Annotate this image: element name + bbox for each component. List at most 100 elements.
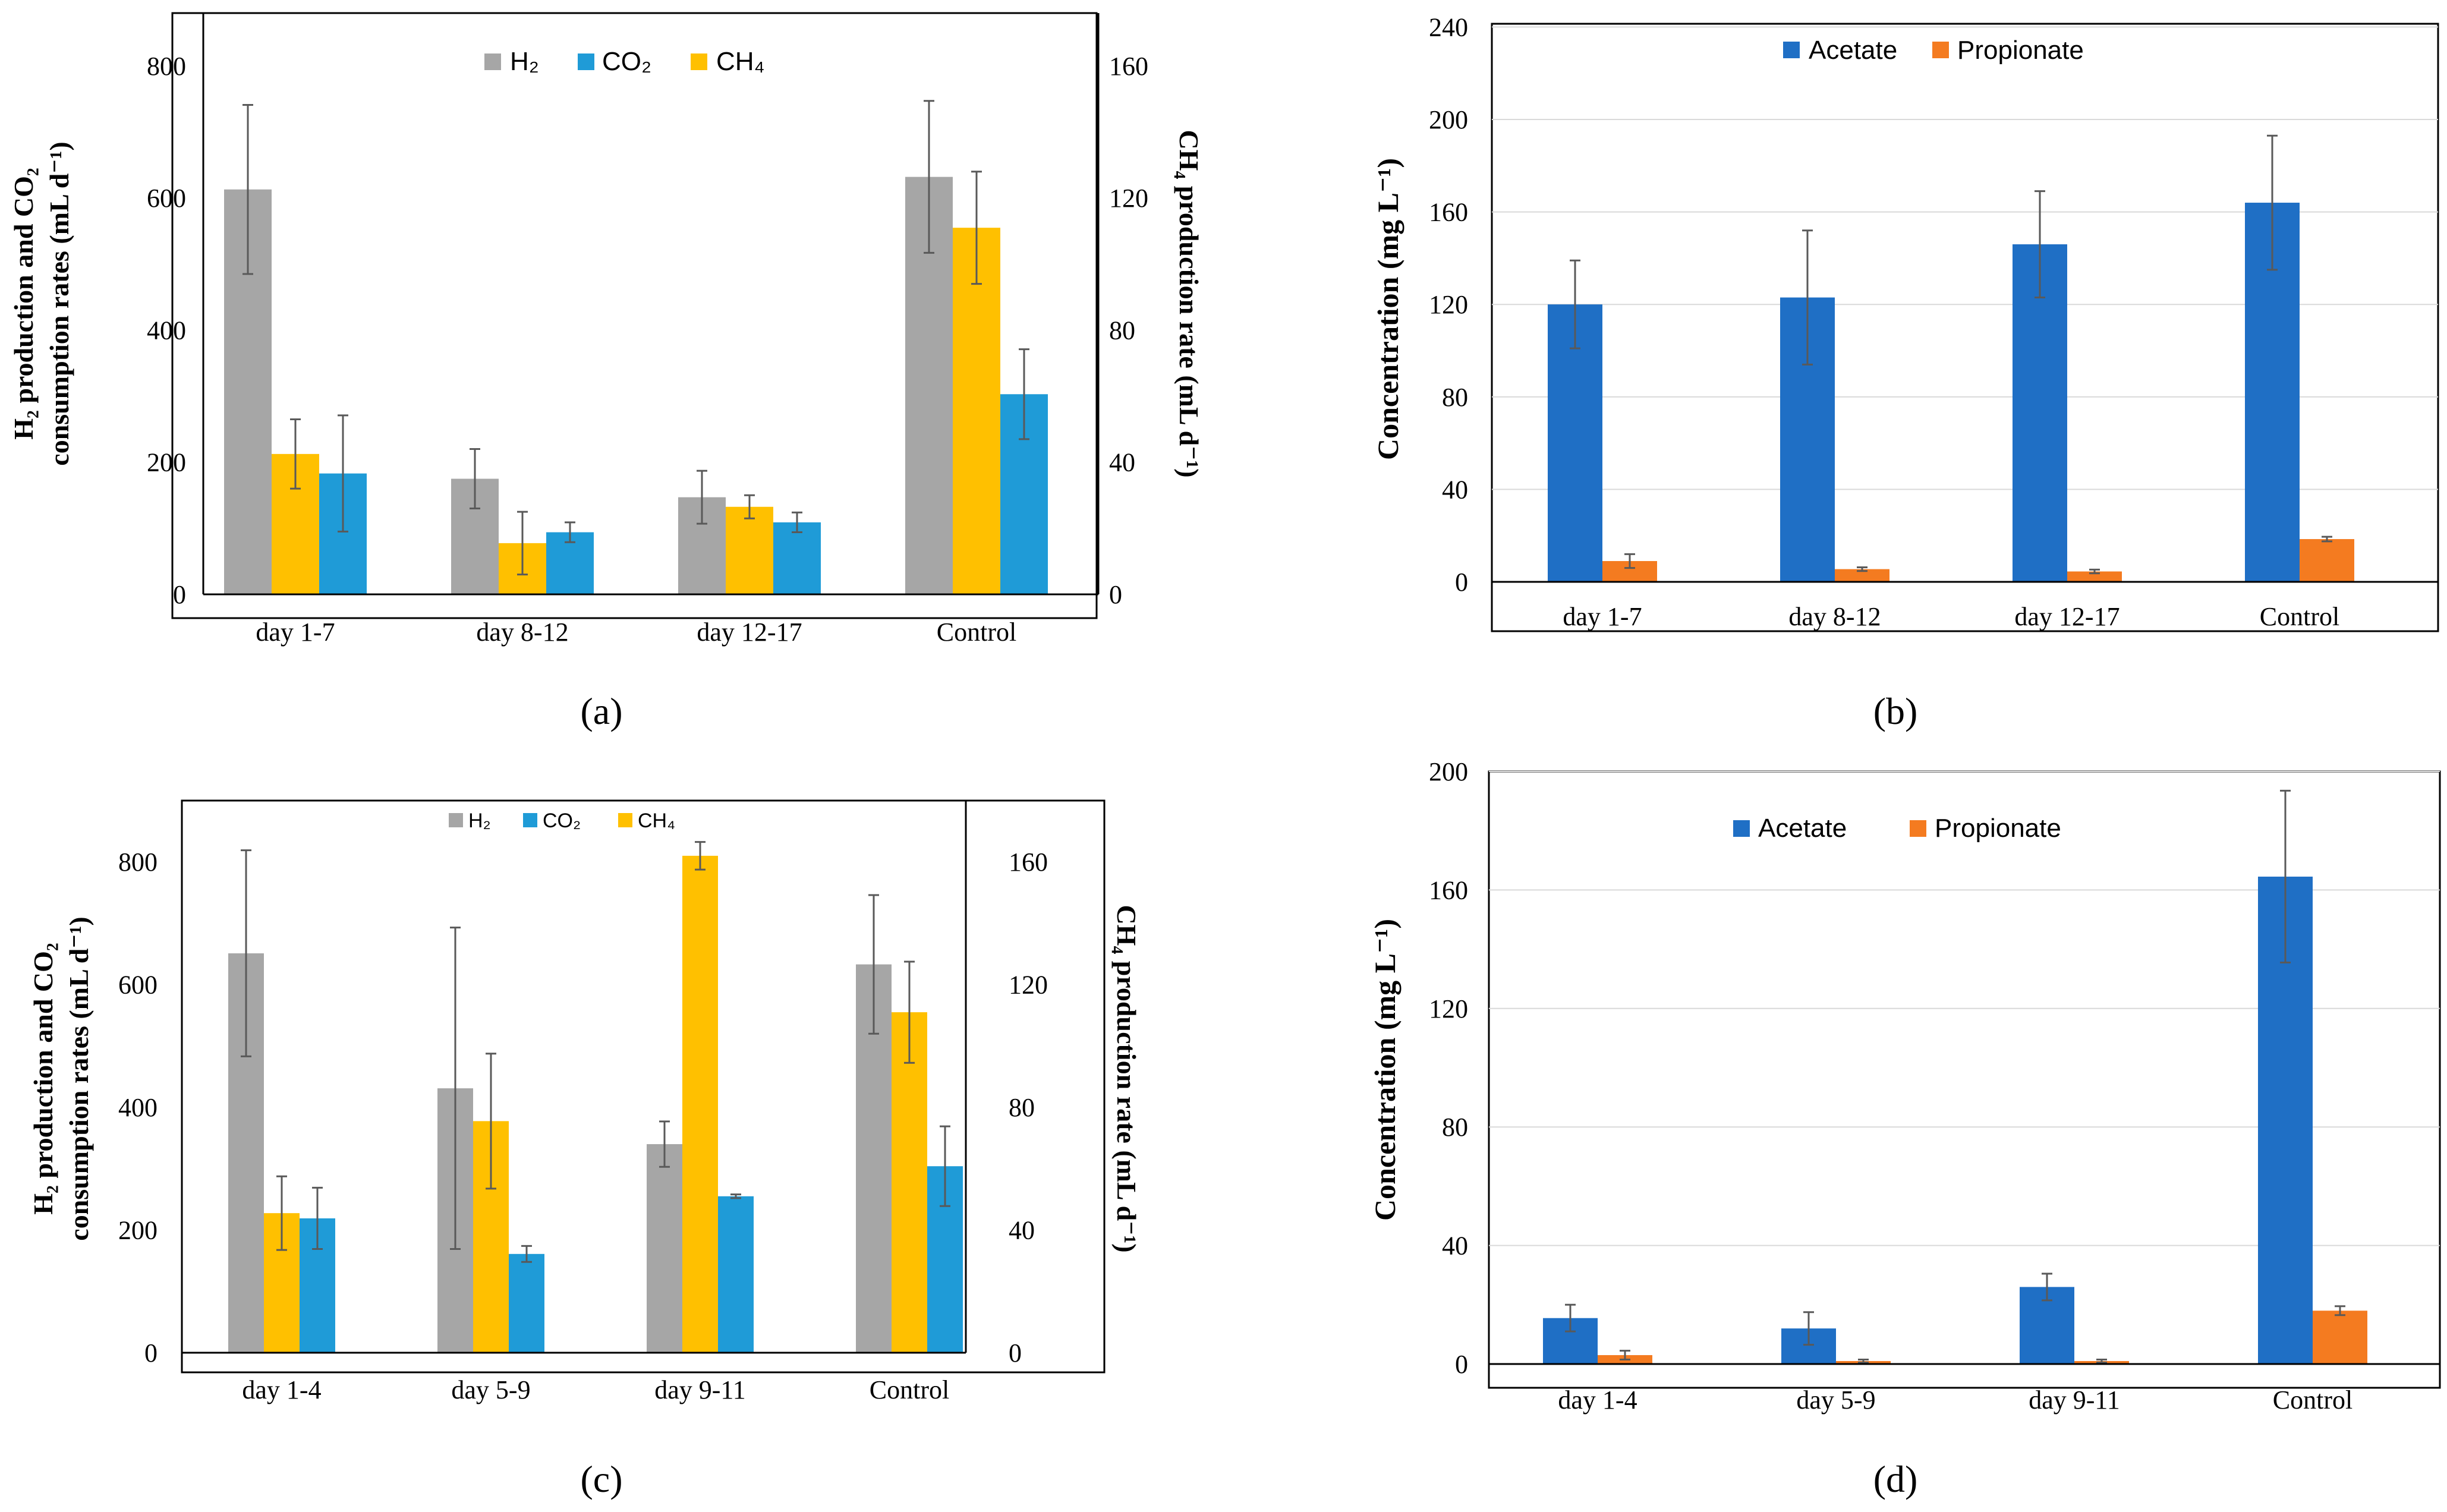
x-tick-label: day 8-12 [476,618,568,647]
y-tick-label: 80 [1442,1113,1468,1142]
y-tick-label: 200 [1429,757,1468,786]
error-bar-acetate-3 [2280,789,2291,964]
panel-b: 0 40 80 120 160 200 240 day 1-7 day 8-12 day 12-… [1371,12,2439,732]
error-bar-h2-2 [697,470,707,525]
error-bar-ch4-2 [744,494,755,519]
bar-co2-1 [509,1253,544,1353]
x-tick-label: Control [2260,602,2339,631]
error-bar-ch4-3 [904,960,915,1064]
bar-acetate-0 [1548,304,1602,582]
y-tick-label: 200 [147,448,186,477]
bar-co2-2 [718,1196,754,1353]
y-tick-label: 120 [1429,994,1468,1023]
y-tick-label: 0 [1455,568,1468,597]
error-bar-ch4-3 [971,171,982,285]
error-bar-propionate-2 [2096,1359,2107,1364]
bar-propionate-2 [2067,571,2122,582]
bar-propionate-3 [2300,539,2354,582]
y-tick-label: 120 [1429,290,1468,319]
error-bar-h2-1 [450,927,461,1250]
error-bar-ch4-0 [290,418,301,490]
error-bar-co2-3 [1019,348,1029,440]
legend-propionate-label: Propionate [1957,36,2084,65]
legend-h2-swatch [449,813,463,827]
bar-propionate-3 [2313,1311,2367,1364]
error-bar-acetate-0 [1570,259,1580,349]
error-bar-h2-1 [470,448,480,510]
error-bar-propionate-0 [1624,553,1635,569]
legend-co2-label: CO₂ [543,809,581,832]
legend-ch4-label: CH₄ [716,47,765,76]
x-tick-label: day 5-9 [451,1375,530,1404]
panel-d-caption: (d) [1873,1458,1918,1500]
error-bar-co2-1 [521,1245,532,1263]
error-bar-h2-0 [243,103,253,275]
y-tick-label: 80 [1442,383,1468,412]
x-tick-label: day 12-17 [2014,602,2120,631]
error-bar-h2-3 [924,100,934,254]
legend-co2-swatch [523,813,537,827]
y-tick-label: 400 [118,1093,158,1122]
legend-acetate-swatch [1783,42,1800,58]
legend-co2-swatch [578,53,594,70]
error-bar-propionate-2 [2089,568,2100,575]
y-tick-label: 160 [1429,875,1468,905]
y-tick-label: 200 [1429,105,1468,134]
error-bar-ch4-2 [695,841,706,871]
x-tick-label: Control [870,1375,949,1404]
x-tick-label: day 8-12 [1788,602,1881,631]
panel-a: 0 200 400 600 800 0 40 80 120 160 day 1-7 day 8-1… [8,12,1204,732]
bar-ch4-2 [682,855,718,1353]
legend-ch4-swatch [691,53,707,70]
panel-b-legend: Acetate Propionate [1783,36,2084,65]
x-tick-label: day 1-4 [1558,1385,1637,1415]
y2-tick-label: 120 [1109,184,1148,213]
y2-tick-label: 40 [1009,1216,1035,1245]
error-bar-acetate-1 [1802,229,1813,366]
x-tick-label: day 1-4 [242,1375,321,1404]
bar-h2-2 [647,1144,682,1353]
y-tick-label: 600 [118,971,158,1000]
error-bar-co2-0 [312,1186,323,1250]
x-tick-label: day 1-7 [256,618,335,647]
x-tick-label: Control [937,618,1016,647]
error-bar-acetate-2 [2042,1272,2052,1302]
panel-a-ylabel-1: H₂ production and CO₂ [8,168,39,439]
y-tick-label: 200 [118,1216,158,1245]
legend-co2-label: CO₂ [602,47,651,76]
panel-a-caption: (a) [580,690,622,732]
y2-tick-label: 40 [1109,448,1135,477]
error-bar-acetate-2 [2035,190,2045,299]
panel-c-frame [181,799,1106,1374]
panel-c-y2label: CH₄ production rate (mL d⁻¹) [1111,905,1142,1252]
bar-propionate-1 [1835,569,1889,582]
y2-tick-label: 120 [1009,971,1048,1000]
x-tick-label: day 9-11 [654,1375,746,1404]
error-bar-co2-1 [565,521,575,543]
error-bar-ch4-0 [276,1175,287,1251]
error-bar-acetate-1 [1803,1311,1814,1346]
panel-b-caption: (b) [1873,690,1918,732]
panel-a-legend: H₂ CO₂ CH₄ [484,47,765,76]
bar-ch4-2 [726,506,773,594]
x-tick-label: day 9-11 [2029,1385,2120,1415]
y2-tick-label: 80 [1109,316,1135,345]
y-tick-label: 400 [147,316,186,345]
y-tick-label: 160 [1429,198,1468,227]
legend-acetate-swatch [1733,820,1750,837]
error-bar-propionate-1 [1858,1359,1869,1364]
y2-tick-label: 160 [1009,848,1048,877]
x-tick-label: day 12-17 [697,618,802,647]
error-bar-h2-0 [241,849,251,1057]
y-tick-label: 0 [1455,1350,1468,1379]
panel-d: 0 40 80 120 160 200 day 1-4 day 5-9 day 9-11 Con… [1368,757,2441,1500]
error-bar-propionate-3 [2322,536,2332,543]
y-tick-label: 240 [1429,12,1468,42]
panel-b-ylabel: Concentration (mg L⁻¹) [1371,158,1404,460]
x-tick-label: day 1-7 [1563,602,1642,631]
y-tick-label: 40 [1442,475,1468,504]
legend-h2-label: H₂ [510,47,539,76]
error-bar-co2-2 [730,1193,741,1199]
y-tick-label: 800 [147,52,186,81]
legend-h2-swatch [484,53,501,70]
